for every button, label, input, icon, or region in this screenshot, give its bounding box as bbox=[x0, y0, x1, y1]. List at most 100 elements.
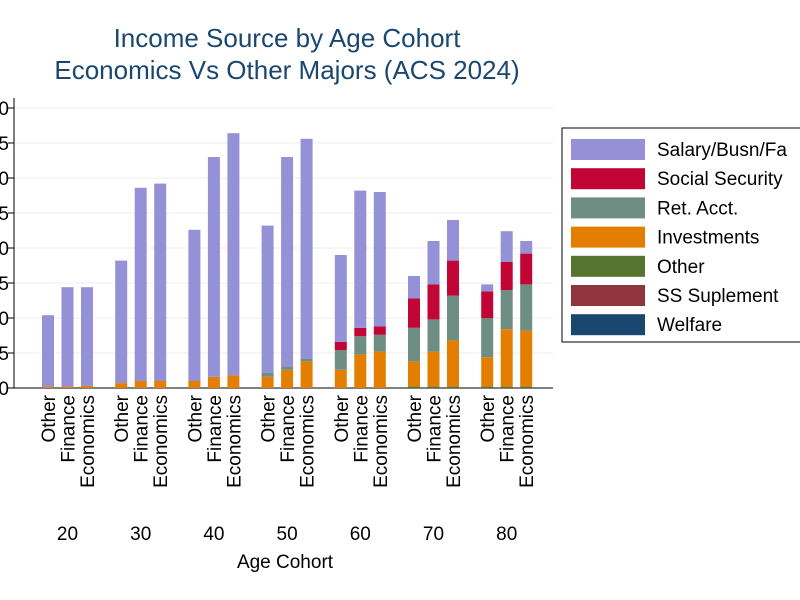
x-tick-label: Other bbox=[39, 394, 60, 442]
x-tick-label: Finance bbox=[59, 395, 80, 463]
x-tick-label: Other bbox=[112, 394, 133, 442]
group-label: 30 bbox=[130, 524, 151, 545]
bar-segment bbox=[61, 386, 74, 388]
y-tick-label: 75 bbox=[0, 274, 9, 295]
x-tick-label: Economics bbox=[371, 395, 392, 488]
x-tick-label: Other bbox=[405, 394, 426, 442]
bar-segment bbox=[281, 369, 294, 388]
y-tick-label: 50 bbox=[0, 309, 9, 330]
legend-swatch bbox=[571, 168, 645, 190]
bar-segment bbox=[447, 260, 459, 296]
x-tick-label: Other bbox=[332, 394, 353, 442]
bar-segment bbox=[408, 386, 420, 388]
bar-segment bbox=[500, 290, 513, 330]
bar-segment bbox=[427, 351, 440, 387]
bar-segment bbox=[354, 336, 367, 355]
bar-segment bbox=[261, 376, 274, 388]
bar-segment bbox=[227, 375, 240, 388]
x-tick-label: Economics bbox=[151, 395, 172, 488]
y-tick-label: 0 bbox=[0, 379, 9, 400]
x-tick-label: Other bbox=[478, 394, 499, 442]
bar-segment bbox=[447, 295, 459, 341]
bar-segment bbox=[154, 183, 167, 381]
x-tick-label: Finance bbox=[351, 395, 372, 463]
x-tick-label: Economics bbox=[224, 395, 245, 488]
bar-segment bbox=[373, 334, 386, 352]
x-tick-label: Economics bbox=[298, 395, 319, 488]
group-label: 80 bbox=[496, 524, 517, 545]
legend-swatch bbox=[571, 285, 645, 306]
x-tick-label: Other bbox=[185, 394, 206, 442]
bar-segment bbox=[373, 351, 386, 388]
bar-segment bbox=[334, 255, 347, 342]
bar-segment bbox=[115, 383, 128, 388]
bar-segment bbox=[481, 284, 494, 292]
bar-segment bbox=[500, 262, 513, 290]
bar-segment bbox=[227, 133, 240, 376]
bar-segment bbox=[300, 358, 313, 362]
bar-segment bbox=[261, 225, 274, 373]
legend-label: Social Security bbox=[657, 169, 783, 190]
bar-segment bbox=[115, 260, 128, 384]
legend-swatch bbox=[571, 226, 645, 248]
bar-segment bbox=[481, 291, 494, 318]
bar-segment bbox=[42, 315, 54, 387]
bar-segment bbox=[81, 287, 93, 386]
bar-segment bbox=[154, 381, 167, 388]
bar-segment bbox=[373, 326, 386, 335]
bar-segment bbox=[354, 190, 367, 328]
bar-segment bbox=[481, 318, 494, 358]
x-tick-label: Finance bbox=[425, 395, 446, 463]
legend-label: Ret. Acct. bbox=[657, 198, 738, 219]
y-tick-label: 25 bbox=[0, 344, 9, 365]
legend-swatch bbox=[571, 197, 645, 219]
legend-label: Investments bbox=[657, 228, 759, 249]
bar-segment bbox=[427, 284, 440, 320]
bar-segment bbox=[134, 381, 147, 388]
x-tick-label: Economics bbox=[78, 395, 99, 488]
bar-segment bbox=[427, 319, 440, 352]
group-label: 50 bbox=[277, 524, 298, 545]
group-label: 40 bbox=[203, 524, 224, 545]
bar-segment bbox=[447, 340, 459, 387]
legend-swatch bbox=[571, 255, 645, 277]
bar-segment bbox=[42, 386, 54, 388]
bar-segment bbox=[373, 192, 386, 327]
bar-segment bbox=[334, 369, 347, 388]
bar-segment bbox=[300, 138, 313, 359]
y-tick-label: 150 bbox=[0, 169, 9, 190]
bar-segment bbox=[520, 330, 533, 387]
bar-segment bbox=[408, 361, 420, 387]
bar-segment bbox=[500, 231, 513, 262]
bar-segment bbox=[520, 386, 533, 388]
bar-segment bbox=[261, 372, 274, 377]
x-tick-label: Other bbox=[259, 394, 280, 442]
bar-segment bbox=[408, 327, 420, 362]
legend-swatch bbox=[571, 139, 645, 160]
chart-title: Economics Vs Other Majors (ACS 2024) bbox=[54, 55, 519, 85]
bar-segment bbox=[520, 241, 533, 254]
legend-label: Other bbox=[657, 257, 705, 278]
y-tick-label: 125 bbox=[0, 204, 9, 225]
bar-segment bbox=[188, 381, 201, 388]
bar-segment bbox=[300, 361, 313, 388]
x-tick-label: Finance bbox=[205, 395, 226, 463]
bar-segment bbox=[500, 386, 513, 388]
bar-segment bbox=[207, 376, 220, 388]
group-label: 20 bbox=[57, 524, 78, 545]
legend-swatch bbox=[571, 314, 645, 336]
legend-label: SS Suplement bbox=[657, 286, 779, 307]
x-axis-title: Age Cohort bbox=[237, 552, 334, 573]
x-tick-label: Economics bbox=[517, 395, 538, 488]
bar-segment bbox=[354, 354, 367, 388]
bar-segment bbox=[354, 327, 367, 337]
bar-segment bbox=[447, 220, 459, 261]
bar-segment bbox=[520, 284, 533, 331]
bar-segment bbox=[207, 157, 220, 377]
x-tick-label: Finance bbox=[132, 395, 153, 463]
group-label: 60 bbox=[350, 524, 371, 545]
bar-segment bbox=[408, 276, 420, 299]
legend-label: Salary/Busn/Fa bbox=[657, 140, 787, 161]
